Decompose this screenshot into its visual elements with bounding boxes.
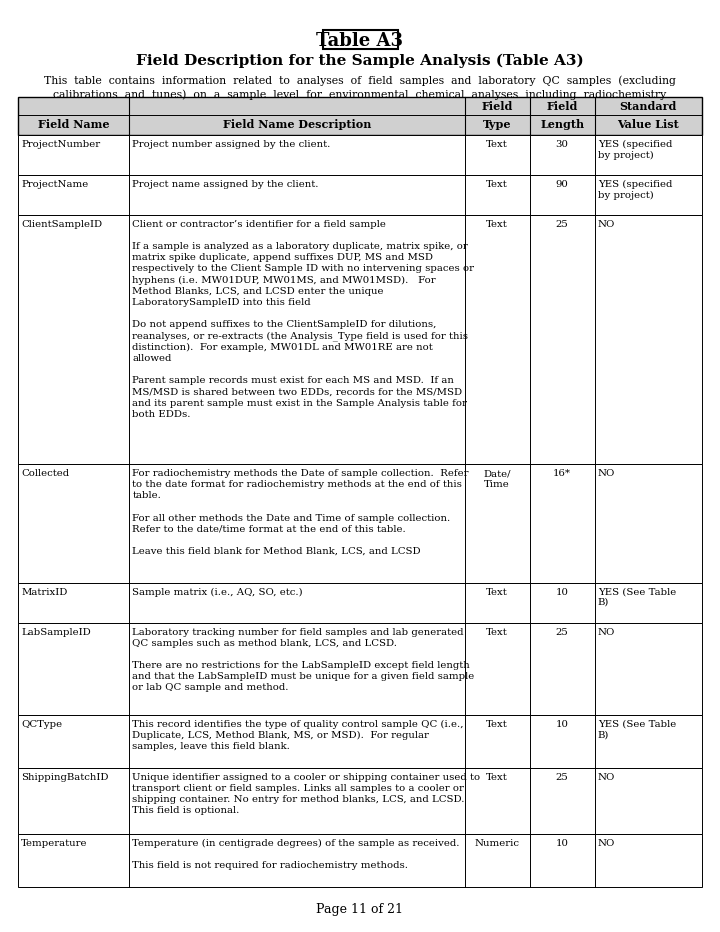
Text: Value List: Value List — [618, 119, 679, 130]
Text: ProjectName: ProjectName — [21, 180, 89, 189]
Text: 25: 25 — [556, 627, 569, 637]
Text: 25: 25 — [556, 220, 569, 229]
Text: NO: NO — [598, 627, 615, 637]
Text: Client or contractor’s identifier for a field sample

If a sample is analyzed as: Client or contractor’s identifier for a … — [132, 220, 474, 418]
Bar — [18, 464, 702, 582]
Text: Text: Text — [486, 720, 508, 729]
Bar — [323, 30, 398, 49]
Text: Project name assigned by the client.: Project name assigned by the client. — [132, 180, 319, 189]
Text: ShippingBatchID: ShippingBatchID — [21, 773, 109, 782]
Text: LabSampleID: LabSampleID — [21, 627, 91, 637]
Bar — [18, 97, 702, 135]
Text: Text: Text — [486, 773, 508, 782]
Text: 10: 10 — [556, 720, 569, 729]
Text: Collected: Collected — [21, 469, 69, 478]
Text: Numeric: Numeric — [474, 839, 520, 848]
Text: 10: 10 — [556, 587, 569, 596]
Text: YES (See Table
B): YES (See Table B) — [598, 720, 676, 739]
Bar — [18, 623, 702, 715]
Text: For radiochemistry methods the Date of sample collection.  Refer
to the date for: For radiochemistry methods the Date of s… — [132, 469, 469, 555]
Bar — [18, 97, 702, 135]
Text: Text: Text — [486, 627, 508, 637]
Text: NO: NO — [598, 773, 615, 782]
Text: This record identifies the type of quality control sample QC (i.e.,
Duplicate, L: This record identifies the type of quali… — [132, 720, 464, 751]
Text: This  table  contains  information  related  to  analyses  of  field  samples  a: This table contains information related … — [44, 75, 676, 100]
Text: 30: 30 — [556, 140, 569, 149]
Text: Standard: Standard — [620, 101, 677, 112]
Text: Length: Length — [540, 119, 584, 130]
Text: YES (See Table
B): YES (See Table B) — [598, 587, 676, 607]
Text: Type: Type — [483, 119, 511, 130]
Bar — [18, 768, 702, 834]
Text: NO: NO — [598, 469, 615, 478]
Bar — [18, 175, 702, 215]
Text: Page 11 of 21: Page 11 of 21 — [317, 903, 403, 916]
Text: 90: 90 — [556, 180, 569, 189]
Text: Laboratory tracking number for field samples and lab generated
QC samples such a: Laboratory tracking number for field sam… — [132, 627, 474, 692]
Bar — [18, 135, 702, 175]
Text: ProjectNumber: ProjectNumber — [21, 140, 100, 149]
Text: Temperature (in centigrade degrees) of the sample as received.

This field is no: Temperature (in centigrade degrees) of t… — [132, 839, 460, 870]
Text: QCType: QCType — [21, 720, 62, 729]
Text: Text: Text — [486, 587, 508, 596]
Text: Text: Text — [486, 140, 508, 149]
Text: 16*: 16* — [553, 469, 571, 478]
Bar — [18, 715, 702, 768]
Text: Field: Field — [546, 101, 578, 112]
Bar — [18, 215, 702, 464]
Text: Temperature: Temperature — [21, 839, 88, 848]
Text: YES (specified
by project): YES (specified by project) — [598, 140, 672, 159]
Text: ClientSampleID: ClientSampleID — [21, 220, 102, 229]
Text: Field Description for the Sample Analysis (Table A3): Field Description for the Sample Analysi… — [136, 54, 584, 68]
Text: 10: 10 — [556, 839, 569, 848]
Text: Field Name Description: Field Name Description — [223, 119, 372, 130]
Text: Table A3: Table A3 — [317, 32, 403, 50]
Text: Date/
Time: Date/ Time — [483, 469, 511, 488]
Text: Text: Text — [486, 220, 508, 229]
Text: NO: NO — [598, 220, 615, 229]
Text: MatrixID: MatrixID — [21, 587, 68, 596]
Text: 25: 25 — [556, 773, 569, 782]
Bar — [18, 582, 702, 623]
Text: Unique identifier assigned to a cooler or shipping container used to
transport c: Unique identifier assigned to a cooler o… — [132, 773, 481, 816]
Text: Field Name: Field Name — [38, 119, 109, 130]
Text: NO: NO — [598, 839, 615, 848]
Text: Project number assigned by the client.: Project number assigned by the client. — [132, 140, 331, 149]
Text: Text: Text — [486, 180, 508, 189]
Text: Field: Field — [482, 101, 513, 112]
Text: Sample matrix (i.e., AQ, SO, etc.): Sample matrix (i.e., AQ, SO, etc.) — [132, 587, 303, 596]
Text: YES (specified
by project): YES (specified by project) — [598, 180, 672, 199]
Bar — [18, 834, 702, 887]
